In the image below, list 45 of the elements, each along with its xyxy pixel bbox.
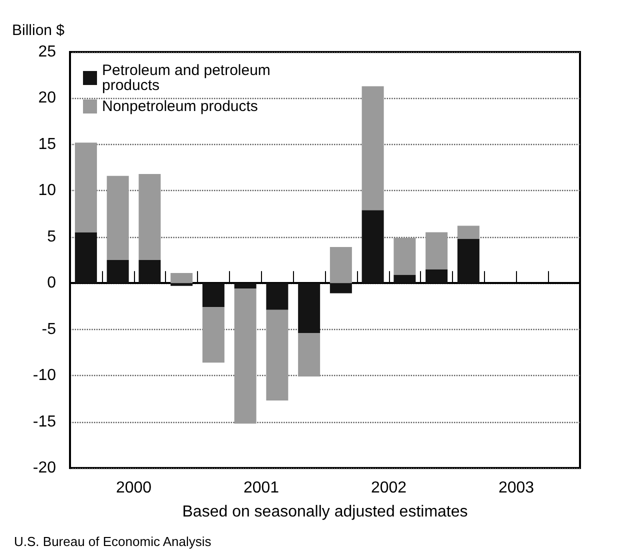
bar [202,283,224,308]
bar [138,174,161,260]
bar [457,238,480,284]
y-tick-label: 15 [38,136,56,153]
bar [106,176,129,260]
y-tick-label: -15 [32,413,56,430]
legend-label: Nonpetroleum products [102,98,258,115]
y-tick-label: 25 [38,44,56,60]
bar [426,269,448,284]
bar [330,247,352,284]
bar [298,333,320,376]
y-tick-label: 20 [38,90,56,107]
bar [74,232,97,284]
bar [330,283,352,294]
bar [266,283,288,310]
x-tick-label: 2003 [498,480,534,496]
y-tick-label: -10 [32,367,56,384]
bar [426,232,448,270]
bar [394,238,416,275]
bar [234,288,256,424]
bar [457,226,480,239]
x-axis-title: Based on seasonally adjusted estimates [182,504,468,520]
bar [106,260,129,284]
bar [298,283,320,334]
y-tick-label: 5 [47,228,56,246]
bar [362,210,384,284]
bar [74,142,97,232]
bar [234,283,256,289]
bar [266,310,288,401]
y-tick-label: -5 [42,320,56,338]
text: U.S. Bureau of Economic Analysis [14,534,212,549]
bar [170,283,193,286]
x-tick-label: 2002 [370,480,407,496]
bar [170,272,193,284]
x-tick-label: 2001 [243,480,280,496]
y-tick-label: -20 [32,460,56,476]
bar [394,274,416,284]
bar [362,86,384,210]
y-tick-label: 10 [38,182,56,200]
legend-label: Petroleum and petroleum products [102,62,275,94]
bar [202,307,224,363]
bar [138,260,161,284]
y-tick-label: 0 [47,274,56,292]
x-tick-label: 2000 [116,480,152,496]
y-axis-title: Billion $ [12,22,66,39]
